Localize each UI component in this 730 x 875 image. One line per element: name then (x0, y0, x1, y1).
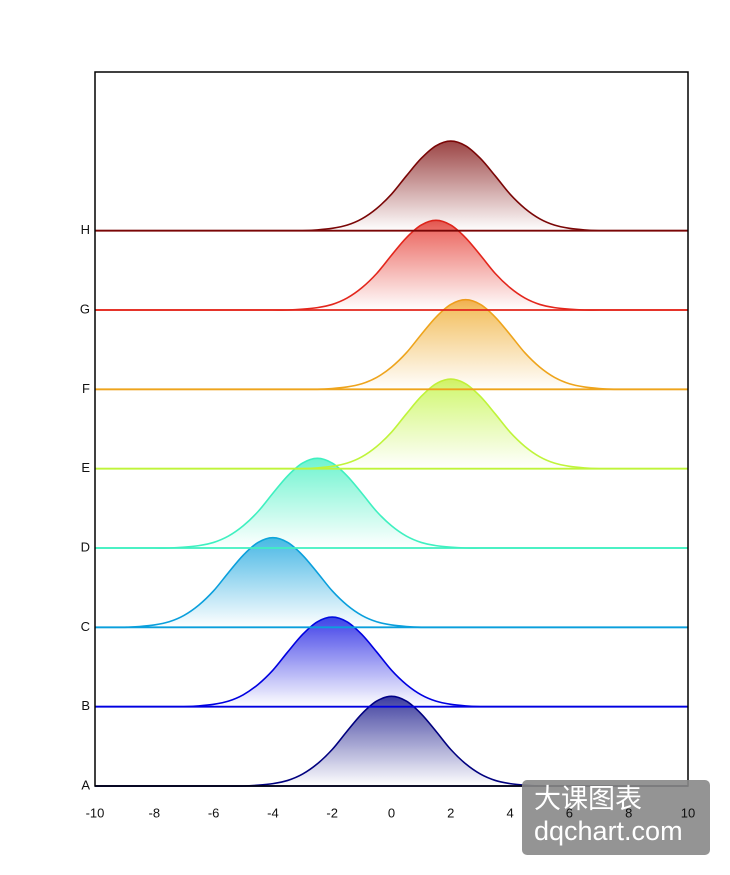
x-tick-label: 2 (447, 805, 454, 820)
y-tick-label: G (80, 301, 90, 316)
ridge-area (95, 141, 688, 231)
watermark: 大课图表 (534, 784, 642, 814)
ridge-area (95, 537, 688, 628)
x-tick-label: -4 (267, 805, 279, 820)
watermark: dqchart.com (534, 816, 683, 846)
x-tick-label: -6 (208, 805, 220, 820)
ridge-area (95, 458, 688, 549)
x-tick-label: 6 (566, 805, 573, 820)
ridge-area (95, 379, 688, 469)
y-tick-label: A (81, 777, 90, 792)
ridge-area (95, 220, 688, 311)
x-tick-label: 4 (506, 805, 513, 820)
y-tick-label: D (81, 539, 90, 554)
x-tick-label: 0 (388, 805, 395, 820)
watermark-box (522, 780, 710, 855)
y-tick-label: B (81, 698, 90, 713)
x-tick-label: -2 (326, 805, 338, 820)
ridge-area (95, 299, 688, 390)
x-tick-label: -8 (149, 805, 161, 820)
y-tick-label: F (82, 381, 90, 396)
x-tick-label: -10 (86, 805, 105, 820)
x-tick-label: 10 (681, 805, 695, 820)
ridge-area (95, 696, 688, 787)
ridge-area (95, 617, 688, 707)
y-tick-label: C (81, 619, 90, 634)
x-tick-label: 8 (625, 805, 632, 820)
y-tick-label: E (81, 460, 90, 475)
plot-area (94, 140, 688, 787)
ridge-line (94, 536, 688, 629)
y-tick-label: H (81, 222, 90, 237)
plot-frame (94, 71, 689, 787)
